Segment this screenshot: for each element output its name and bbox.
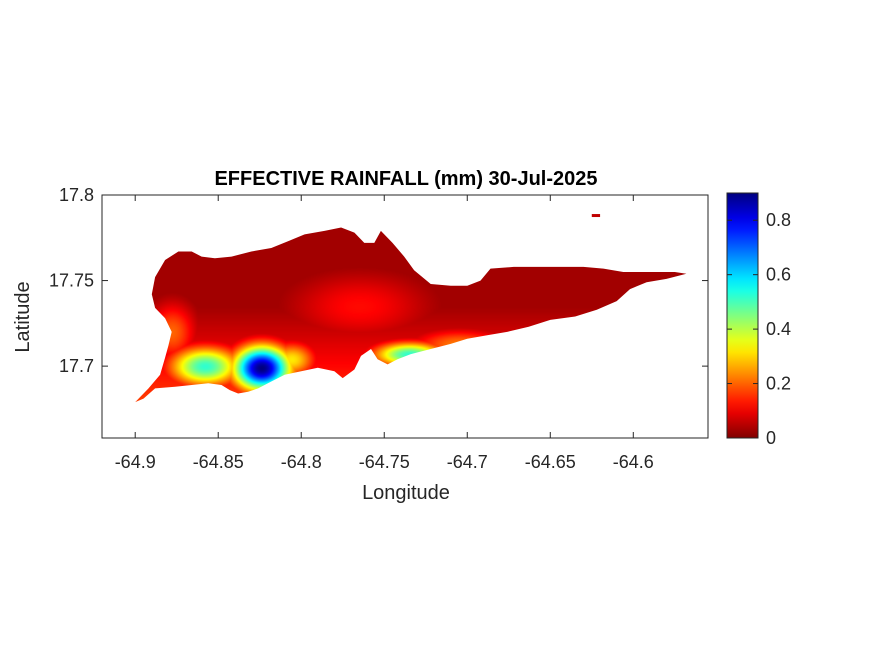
colorbar-gradient: [726, 192, 759, 439]
colorbar: 0 0.2 0.4 0.6 0.8: [726, 192, 791, 448]
x-axis: -64.9 -64.85 -64.8 -64.75 -64.7 -64.65 -64.6: [115, 195, 654, 472]
plot-frame: [101, 194, 709, 439]
colorbar-tick-label: 0: [766, 428, 776, 448]
x-tick-label: -64.9: [115, 452, 156, 472]
x-tick-label: -64.8: [281, 452, 322, 472]
colorbar-tick-label: 0.2: [766, 374, 791, 394]
x-tick-label: -64.7: [447, 452, 488, 472]
x-axis-label: Longitude: [362, 482, 450, 504]
x-tick-label: -64.6: [613, 452, 654, 472]
colorbar-tick-label: 0.4: [766, 319, 791, 339]
y-axis-label: Latitude: [12, 281, 34, 352]
y-axis: 17.7 17.75 17.8: [49, 185, 708, 376]
x-tick-label: -64.75: [359, 452, 410, 472]
y-tick-label: 17.8: [59, 185, 94, 205]
colorbar-tick-label: 0.6: [766, 265, 791, 285]
y-tick-label: 17.7: [59, 356, 94, 376]
chart-title: EFFECTIVE RAINFALL (mm) 30-Jul-2025: [214, 168, 597, 190]
plot-area: -64.9 -64.85 -64.8 -64.75 -64.7 -64.65 -64.6 1…: [49, 185, 709, 472]
colorbar-tick-label: 0.8: [766, 210, 791, 230]
x-tick-label: -64.85: [193, 452, 244, 472]
colorbar-ticks: 0 0.2 0.4 0.6 0.8: [727, 210, 791, 448]
y-tick-label: 17.75: [49, 271, 94, 291]
x-tick-label: -64.65: [525, 452, 576, 472]
